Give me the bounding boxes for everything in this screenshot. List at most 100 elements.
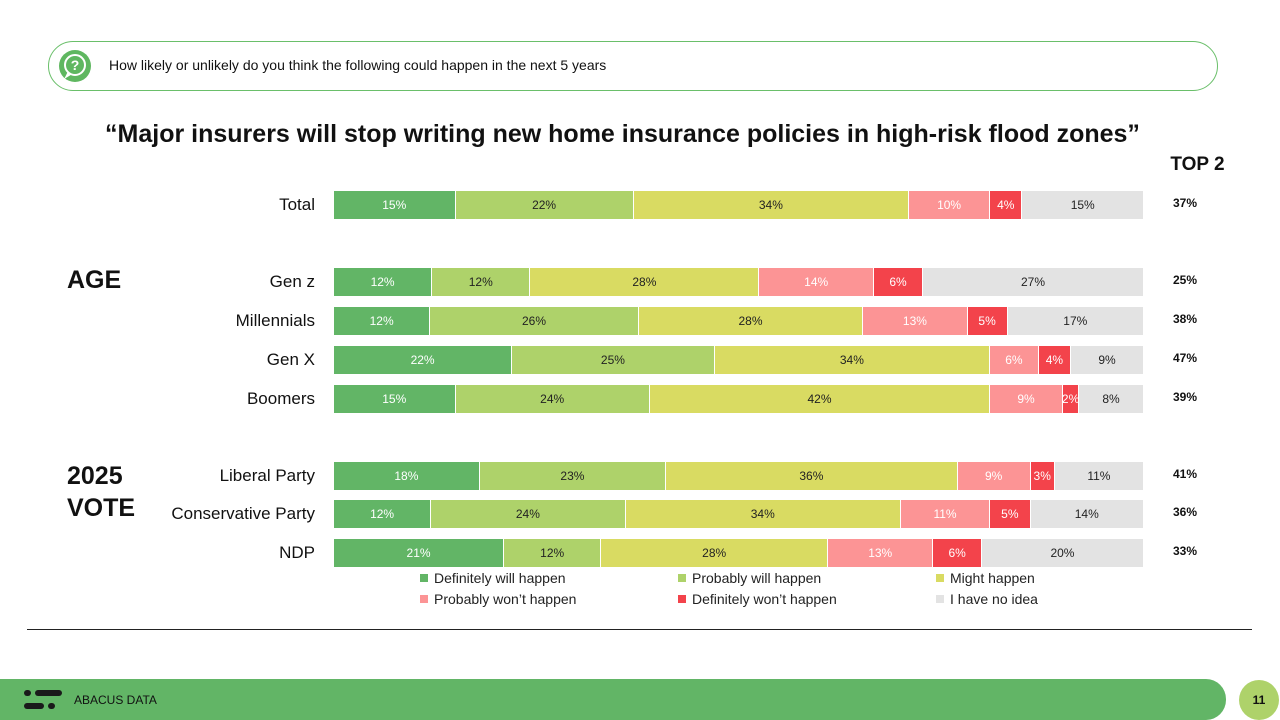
chart-title: “Major insurers will stop writing new ho… (105, 120, 1140, 148)
legend-label: I have no idea (950, 591, 1038, 607)
bar-segment: 27% (923, 268, 1144, 296)
legend-swatch (678, 574, 686, 582)
bar-segment: 3% (1030, 462, 1055, 490)
bar-segment: 15% (334, 191, 456, 219)
top2-value: 39% (1172, 390, 1198, 404)
legend-label: Definitely won’t happen (692, 591, 837, 607)
legend-item: Probably will happen (678, 570, 821, 586)
footer-divider (27, 629, 1252, 630)
bar-segment: 34% (714, 346, 991, 374)
bar-segment: 8% (1079, 385, 1144, 413)
legend-label: Might happen (950, 570, 1035, 586)
legend-item: Probably won’t happen (420, 591, 576, 607)
legend-label: Probably won’t happen (434, 591, 577, 607)
bar-segment: 13% (828, 539, 934, 567)
footer-bar: ABACUS DATA (0, 679, 1226, 720)
bar-row: 12% 12% 28% 14% 6% 27% (334, 268, 1144, 296)
bar-segment: 2% (1062, 385, 1080, 413)
page-number: 11 (1239, 680, 1279, 720)
bar-segment: 24% (431, 500, 626, 528)
bar-segment: 22% (455, 191, 634, 219)
bar-segment: 15% (1022, 191, 1144, 219)
row-label: NDP (279, 543, 315, 562)
row-label: Total (279, 195, 315, 214)
legend-item: I have no idea (936, 591, 1038, 607)
abacus-logo-icon (24, 690, 62, 709)
brand-name: ABACUS DATA (74, 693, 157, 707)
legend-swatch (678, 595, 686, 603)
bar-segment: 28% (601, 539, 829, 567)
bar-segment: 13% (863, 307, 968, 335)
legend-label: Probably will happen (692, 570, 822, 586)
bar-segment: 12% (432, 268, 531, 296)
bar-segment: 11% (900, 500, 991, 528)
bar-segment: 28% (638, 307, 864, 335)
top2-value: 47% (1172, 351, 1198, 365)
legend-item: Definitely won’t happen (678, 591, 837, 607)
bar-segment: 14% (1030, 500, 1144, 528)
top2-header: TOP 2 (1170, 154, 1225, 175)
bar-row: 15% 22% 34% 10% 4% 15% (334, 191, 1144, 219)
top2-value: 41% (1172, 467, 1198, 481)
top2-value: 36% (1172, 505, 1198, 519)
bar-segment: 4% (1038, 346, 1072, 374)
bar-segment: 4% (990, 191, 1023, 219)
bar-segment: 17% (1007, 307, 1144, 335)
bar-row: 21% 12% 28% 13% 6% 20% (334, 539, 1144, 567)
bar-segment: 18% (334, 462, 480, 490)
bar-segment: 36% (666, 462, 958, 490)
row-label: Conservative Party (171, 504, 315, 523)
bar-segment: 23% (479, 462, 667, 490)
bar-segment: 5% (990, 500, 1031, 528)
question-text: How likely or unlikely do you think the … (109, 57, 607, 73)
row-label: Gen X (266, 350, 315, 369)
legend-item: Might happen (936, 570, 1035, 586)
bar-segment: 5% (967, 307, 1008, 335)
legend-label: Definitely will happen (434, 570, 566, 586)
bar-row: 18% 23% 36% 9% 3% 11% (334, 462, 1144, 490)
top2-value: 33% (1172, 544, 1198, 558)
bar-segment: 26% (430, 307, 639, 335)
svg-text:?: ? (71, 57, 80, 73)
bar-row: 15% 24% 42% 9% 2% 8% (334, 385, 1144, 413)
bar-segment: 6% (990, 346, 1039, 374)
top2-value: 25% (1172, 273, 1198, 287)
bar-segment: 21% (334, 539, 505, 567)
legend-swatch (420, 595, 428, 603)
bar-segment: 15% (334, 385, 456, 413)
bar-segment: 12% (334, 307, 431, 335)
legend-swatch (420, 574, 428, 582)
bar-segment: 12% (334, 500, 432, 528)
legend-swatch (936, 574, 944, 582)
top2-value: 37% (1172, 196, 1198, 210)
group-label: 2025 VOTE (67, 462, 136, 522)
bar-segment: 9% (957, 462, 1031, 490)
row-label: Liberal Party (219, 466, 315, 485)
legend-item: Definitely will happen (420, 570, 566, 586)
row-label: Gen z (269, 272, 315, 291)
bar-segment: 34% (633, 191, 910, 219)
row-label: Boomers (246, 389, 315, 408)
bar-segment: 10% (909, 191, 991, 219)
bar-segment: 12% (504, 539, 602, 567)
bar-segment: 24% (455, 385, 650, 413)
bar-row: 12% 26% 28% 13% 5% 17% (334, 307, 1144, 335)
bar-segment: 28% (530, 268, 760, 296)
bar-segment: 14% (759, 268, 874, 296)
top2-value: 38% (1172, 312, 1198, 326)
bar-segment: 6% (873, 268, 924, 296)
bar-segment: 9% (990, 385, 1063, 413)
bar-row: 22% 25% 34% 6% 4% 9% (334, 346, 1144, 374)
bar-segment: 42% (649, 385, 991, 413)
question-bubble-icon: ? (59, 50, 91, 82)
bar-segment: 11% (1054, 462, 1144, 490)
bar-segment: 22% (334, 346, 513, 374)
legend-swatch (936, 595, 944, 603)
bar-segment: 20% (981, 539, 1144, 567)
bar-segment: 12% (334, 268, 433, 296)
row-label: Millennials (235, 311, 315, 330)
bar-segment: 6% (933, 539, 982, 567)
bar-segment: 25% (512, 346, 715, 374)
bar-segment: 9% (1071, 346, 1144, 374)
bar-segment: 34% (625, 500, 901, 528)
